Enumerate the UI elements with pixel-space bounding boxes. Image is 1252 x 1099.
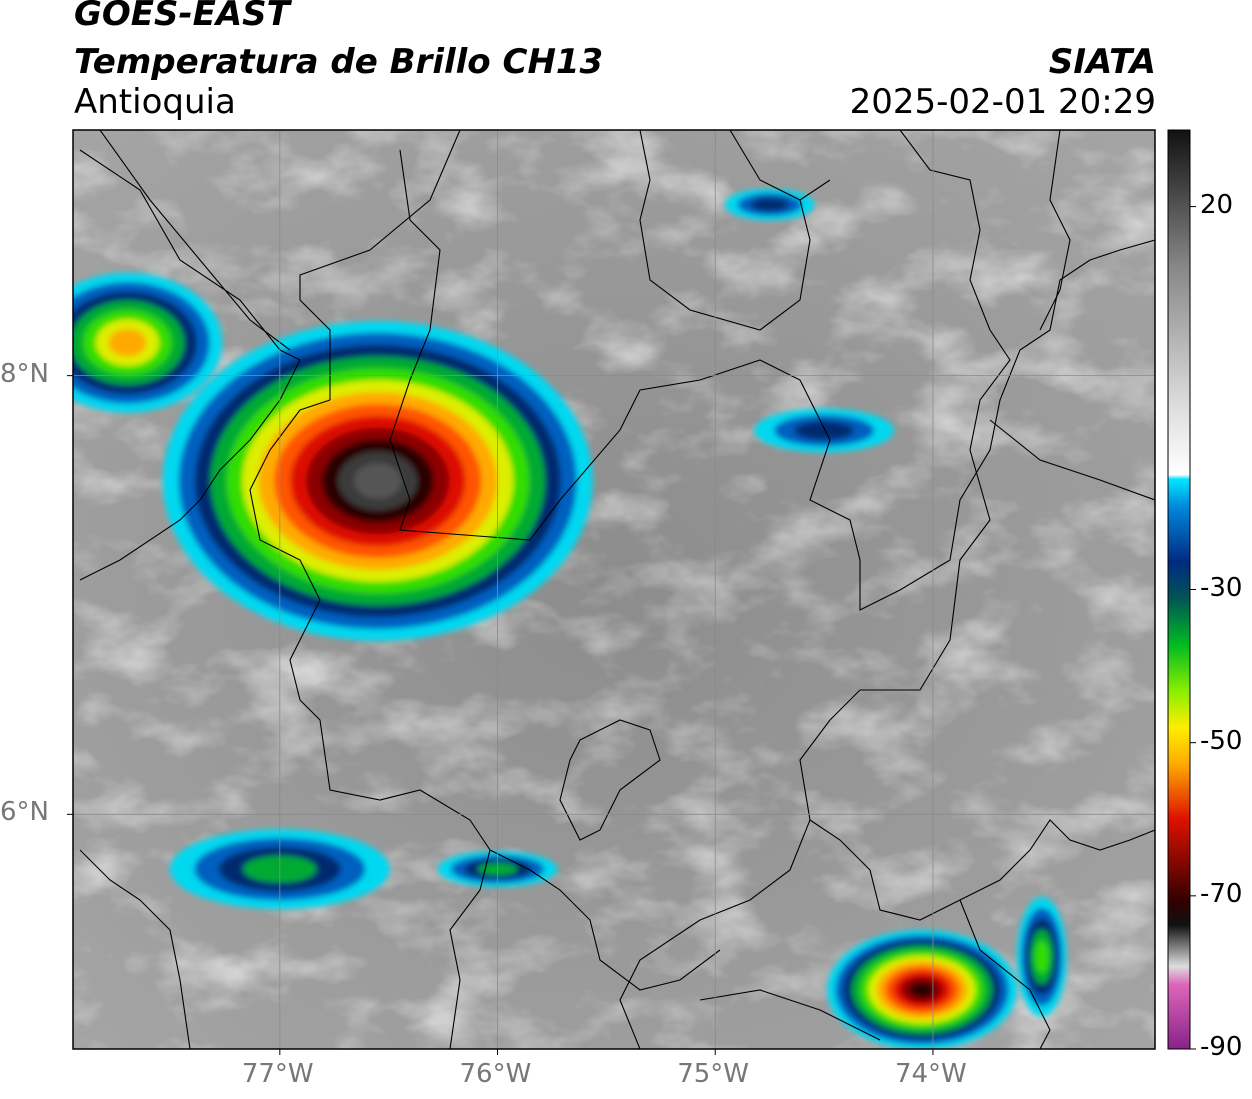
northwest-coastal-cell — [73, 272, 223, 413]
southeast-cell — [827, 929, 1018, 1049]
central-east-cell — [754, 408, 895, 453]
region-label: Antioquia — [74, 82, 236, 122]
colorbar-tick-label: -50 — [1200, 725, 1243, 756]
political-borders — [79, 130, 1155, 1049]
organization-label: SIATA — [1048, 42, 1156, 82]
cloud-systems — [73, 188, 1067, 1049]
datetime-label: 2025-02-01 20:29 — [849, 82, 1156, 122]
lat-tick-label: 6°N — [0, 797, 49, 828]
lon-tick-label: 75°W — [677, 1059, 750, 1089]
product-title: Temperatura de Brillo CH13 — [74, 42, 604, 82]
main-storm-cell — [162, 320, 593, 641]
colorbar-tick-label: 20 — [1200, 189, 1234, 220]
satellite-title: GOES-EAST — [74, 0, 290, 34]
colorbar — [1167, 129, 1196, 1050]
colorbar-tick-label: -30 — [1200, 572, 1243, 603]
east-line — [1016, 896, 1067, 1017]
lat-tick-label: 8°N — [0, 358, 49, 389]
colorbar-tick-label: -70 — [1200, 878, 1243, 909]
colorbar-tick-label: -90 — [1200, 1032, 1243, 1062]
axis-ticks — [67, 375, 934, 1055]
graticule — [73, 130, 1155, 1049]
lon-tick-label: 77°W — [241, 1059, 314, 1089]
lon-tick-label: 74°W — [894, 1059, 967, 1089]
lon-tick-label: 76°W — [459, 1059, 532, 1089]
map-frame — [72, 129, 1156, 1050]
